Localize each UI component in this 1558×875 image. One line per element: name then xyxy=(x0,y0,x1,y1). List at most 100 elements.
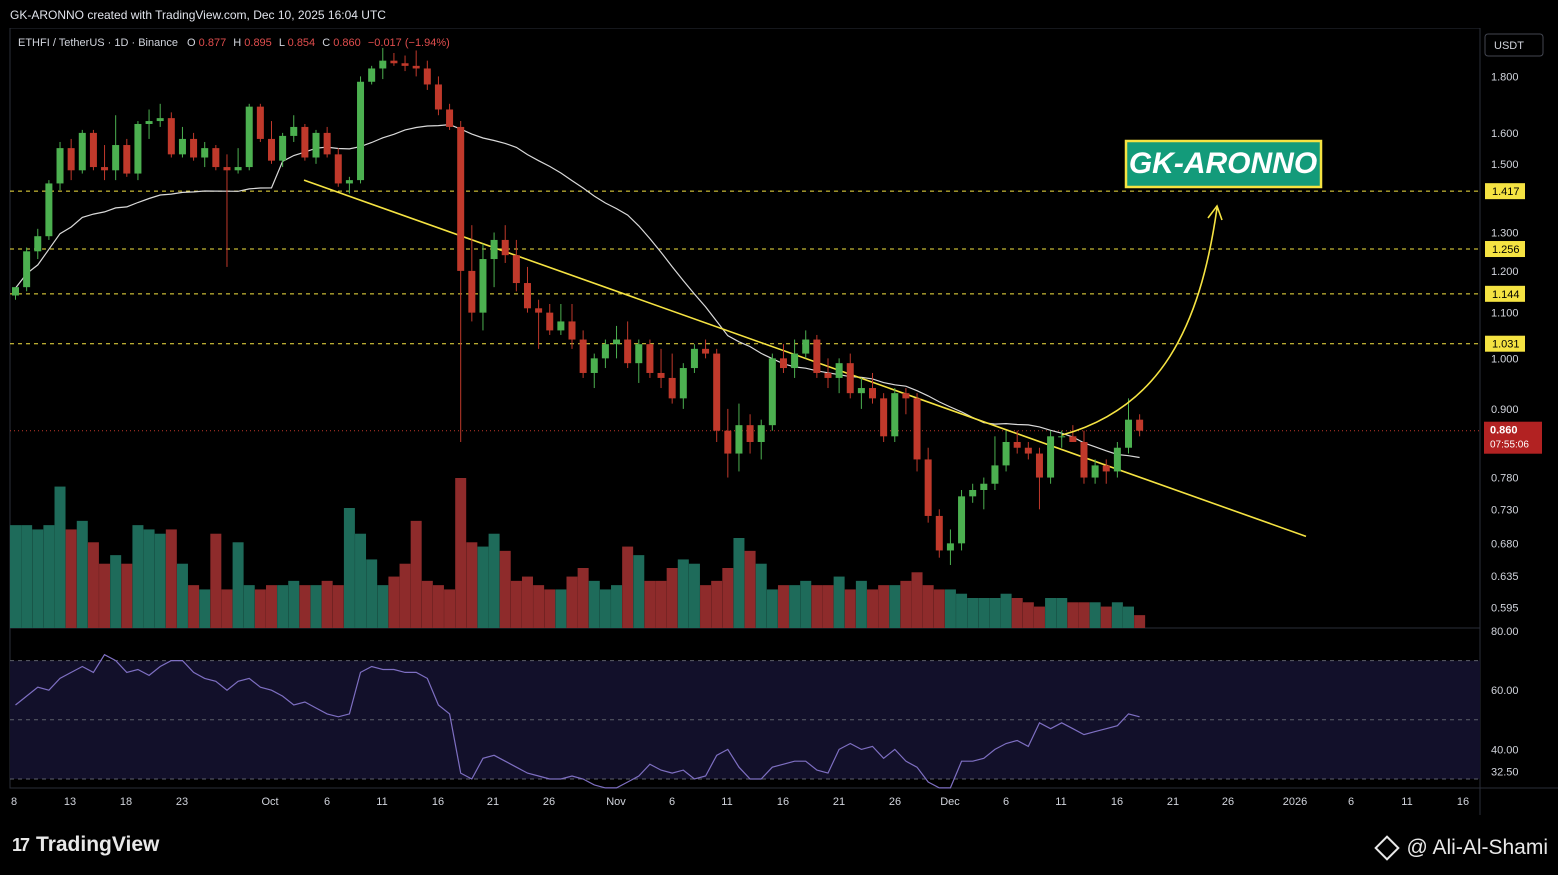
rsi-guides xyxy=(10,660,1480,780)
volume-bar xyxy=(688,563,700,628)
volume-bar xyxy=(410,520,422,628)
volume-bar xyxy=(432,585,444,628)
level-label: 1.144 xyxy=(1492,289,1520,301)
currency-button-frame[interactable] xyxy=(1484,33,1544,57)
currency-button-label[interactable]: USDT xyxy=(1494,40,1524,52)
volume-bar xyxy=(555,589,567,628)
moving-average-line xyxy=(15,123,1140,459)
rsi-axis-ticks: 80.00 60.00 40.00 32.50 xyxy=(1491,626,1519,779)
volume-bar xyxy=(210,533,222,628)
time-tick: 6 xyxy=(1003,796,1009,808)
time-tick: 16 xyxy=(1457,796,1469,808)
candle-body xyxy=(735,425,743,454)
candle-body xyxy=(357,81,365,181)
candle-body xyxy=(279,135,287,161)
candle-body xyxy=(423,68,431,85)
volume-bar xyxy=(1011,598,1023,628)
level-label-bg xyxy=(1485,285,1525,302)
volume-bar xyxy=(889,585,901,628)
volume-bar xyxy=(700,585,712,628)
candle-body xyxy=(523,283,531,309)
candle-body xyxy=(45,183,53,237)
candle-body xyxy=(468,270,476,313)
level-label: 1.417 xyxy=(1492,186,1520,198)
volume-bar xyxy=(299,585,311,628)
time-tick: Dec xyxy=(940,796,960,808)
candle-body xyxy=(368,68,376,82)
symbol-legend[interactable]: ETHFI / TetherUS · 1D · Binance O 0.877 … xyxy=(18,37,450,49)
candle-body xyxy=(657,372,665,378)
rsi-tick: 60.00 xyxy=(1491,685,1519,697)
legend-o-value: 0.877 xyxy=(199,37,227,49)
volume-bar xyxy=(789,585,801,628)
volume-bar xyxy=(711,580,723,628)
volume-bar xyxy=(766,589,778,628)
volume-bar xyxy=(254,589,266,628)
volume-bar xyxy=(76,520,88,628)
volume-bar xyxy=(510,580,522,628)
time-tick: 26 xyxy=(889,796,901,808)
candle-body xyxy=(1013,441,1021,448)
legend-h-value: 0.895 xyxy=(244,37,272,49)
volume-bar xyxy=(65,529,77,628)
candle-body xyxy=(267,138,275,161)
candle-body xyxy=(312,132,320,158)
rsi-line xyxy=(15,653,1140,789)
legend-change: −0.017 (−1.94%) xyxy=(368,37,450,49)
volume-bar xyxy=(310,585,322,628)
currency-button[interactable]: USDT xyxy=(1484,33,1544,57)
volume-bar xyxy=(1100,606,1112,628)
candle-body xyxy=(1113,447,1121,472)
time-tick: 8 xyxy=(11,796,17,808)
candle-body xyxy=(78,132,86,171)
candle-body xyxy=(869,388,877,399)
candle-body xyxy=(401,63,409,66)
candle-body xyxy=(334,154,342,184)
volume-bar xyxy=(922,585,934,628)
volume-bar xyxy=(911,572,923,628)
time-tick: Nov xyxy=(606,796,626,808)
candle-body xyxy=(345,180,353,184)
candle-body xyxy=(746,425,754,442)
candle-body xyxy=(946,543,954,551)
candle-body xyxy=(857,388,865,394)
price-tick: 1.300 xyxy=(1491,227,1519,239)
price-tick: 1.600 xyxy=(1491,128,1519,140)
candle-body xyxy=(546,312,554,331)
volume-bar xyxy=(321,580,333,628)
candle-body xyxy=(713,353,721,431)
legend-c-label: C xyxy=(322,37,330,49)
volume-bar xyxy=(499,550,511,628)
candle-body xyxy=(813,339,821,373)
legend-line: ETHFI / TetherUS · 1D · Binance O 0.877 … xyxy=(18,37,450,49)
downtrend-line[interactable] xyxy=(303,179,1307,538)
candle-body xyxy=(668,377,676,399)
candle-body xyxy=(958,496,966,544)
volume-bar xyxy=(99,563,111,628)
volume-bar xyxy=(154,533,166,628)
candlestick-chart[interactable]: 1.800 1.600 1.500 1.300 1.200 1.100 1.000 0.900… xyxy=(0,27,1558,815)
candle-body xyxy=(757,425,765,442)
volume-bar xyxy=(1089,602,1101,628)
time-tick: 6 xyxy=(669,796,675,808)
volume-bar xyxy=(1134,615,1146,628)
volume-bar xyxy=(611,585,623,628)
legend-o-label: O xyxy=(187,37,196,49)
volume-bar xyxy=(121,563,133,628)
volume-bar xyxy=(633,555,645,628)
volume-bar xyxy=(666,568,678,628)
tradingview-logo[interactable]: 17 TradingView xyxy=(12,833,159,857)
time-tick: 11 xyxy=(721,796,732,808)
price-tick: 1.000 xyxy=(1491,353,1519,365)
chart-frame[interactable]: 1.800 1.600 1.500 1.300 1.200 1.100 1.000 0.900… xyxy=(0,27,1558,815)
time-tick: 6 xyxy=(1348,796,1354,808)
volume-bar xyxy=(822,585,834,628)
volume-bar xyxy=(744,550,756,628)
candle-body xyxy=(1047,436,1055,478)
candle-body xyxy=(624,339,632,364)
volume-bar xyxy=(87,542,99,628)
candle-body xyxy=(635,344,643,364)
candles xyxy=(12,47,1144,565)
time-axis-ticks: 8 13 18 23 Oct 6 11 16 21 26 Nov 6 11 16 21 26 Dec 6 11 16 2… xyxy=(11,796,1469,808)
candle-body xyxy=(34,236,42,252)
